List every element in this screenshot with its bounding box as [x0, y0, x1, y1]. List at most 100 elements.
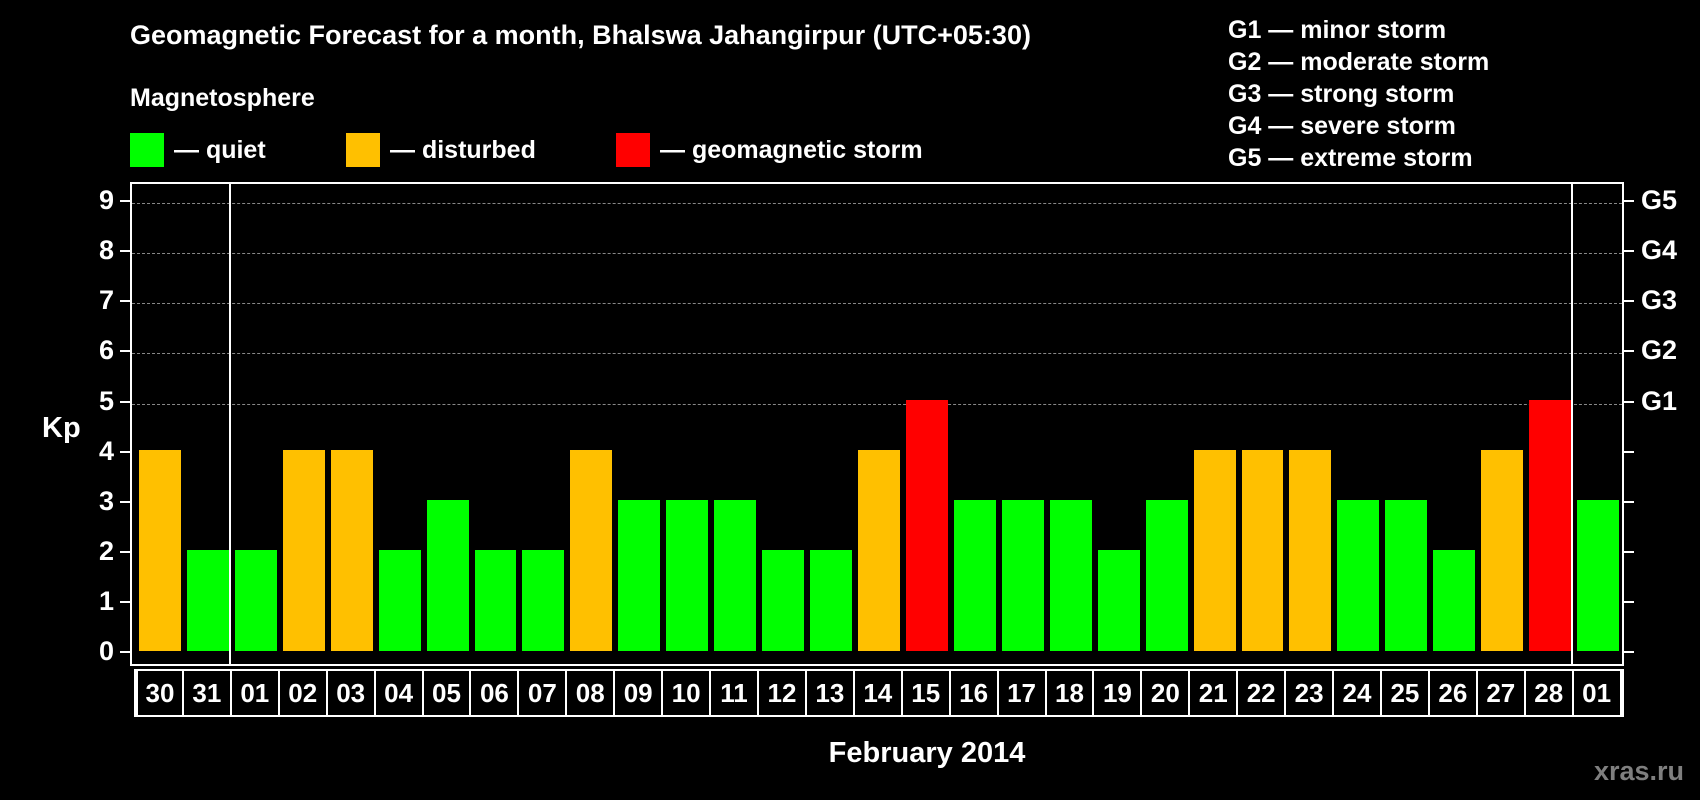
y-tick-label: 7: [98, 285, 114, 316]
grid-line: [132, 403, 1622, 405]
kp-bar-21: [1097, 549, 1140, 651]
kp-bar-22: [1145, 499, 1188, 651]
legend-quiet: — quiet: [130, 133, 266, 167]
x-day-label: 24: [1334, 669, 1382, 715]
y-tick: [120, 250, 130, 253]
x-axis-day-labels: 30 31 01 02 03 04 05 06 07 08 09 10 11 12 13 14 15 16 17 18…: [134, 669, 1624, 717]
right-tick: [1624, 400, 1634, 403]
x-day-label: 10: [663, 669, 712, 715]
x-day-label: 19: [1094, 669, 1143, 715]
y-tick: [120, 550, 130, 553]
kp-bar-31: [1577, 499, 1619, 651]
kp-bar-19: [1001, 499, 1044, 651]
y-tick: [120, 651, 130, 653]
x-day-label: 12: [758, 669, 807, 715]
x-day-label: 26: [1429, 669, 1478, 715]
g-scale-legend: G1 — minor storm G2 — moderate storm G3 …: [1228, 14, 1489, 174]
right-tick: [1624, 200, 1634, 203]
kp-bar-20: [1049, 499, 1092, 651]
kp-bar-18: [953, 499, 996, 651]
x-day-label: 23: [1286, 669, 1335, 715]
x-day-label: 14: [854, 669, 903, 715]
x-day-label: 03: [327, 669, 376, 715]
x-day-label: 01: [231, 669, 280, 715]
month-separator: [1571, 184, 1574, 664]
g-scale-item: G2 — moderate storm: [1228, 48, 1490, 76]
y-axis-title: Kp: [42, 412, 81, 444]
legend-label: — geomagnetic storm: [660, 135, 923, 164]
kp-bar-16: [858, 449, 900, 651]
right-tick: [1624, 550, 1634, 553]
legend-label: — disturbed: [390, 135, 536, 164]
y-tick-label: 9: [98, 185, 114, 216]
kp-bar-25: [1289, 449, 1332, 651]
x-day-label: 08: [567, 669, 616, 715]
y-tick: [120, 200, 130, 203]
x-day-label: 05: [423, 669, 472, 715]
kp-bar-14: [762, 549, 805, 651]
right-tick: [1624, 300, 1634, 303]
kp-bar-28: [1433, 549, 1476, 651]
right-tick: [1624, 250, 1634, 253]
right-tick: [1624, 600, 1634, 603]
y-tick-label: 1: [98, 585, 114, 616]
y-tick-label: 3: [98, 485, 114, 516]
kp-bar-7: [426, 499, 469, 651]
kp-bar-24: [1241, 449, 1284, 651]
right-tick: [1624, 651, 1634, 653]
x-day-label: 20: [1142, 669, 1191, 715]
legend-swatch-quiet: [130, 133, 164, 167]
x-day-label: 02: [279, 669, 328, 715]
x-day-label: 01: [1573, 669, 1622, 715]
grid-line: [132, 203, 1622, 205]
kp-bar-23: [1193, 449, 1236, 651]
right-tick: [1624, 500, 1634, 503]
y-tick-label: 4: [98, 435, 114, 466]
y-tick: [120, 450, 130, 453]
x-day-label: 09: [615, 669, 664, 715]
kp-bar-15: [810, 549, 853, 651]
y-tick-label: 6: [98, 335, 114, 366]
x-day-label: 16: [950, 669, 999, 715]
kp-bar-17: [905, 399, 948, 651]
chart-subtitle: Magnetosphere: [130, 84, 315, 112]
y-tick: [120, 400, 130, 403]
x-day-label: 22: [1238, 669, 1287, 715]
legend-label: — quiet: [174, 135, 266, 164]
y-tick: [120, 600, 130, 603]
x-day-label: 15: [902, 669, 951, 715]
kp-bar-4: [282, 449, 325, 651]
y-tick-label: 5: [98, 385, 114, 416]
grid-line: [132, 303, 1622, 305]
chart-title: Geomagnetic Forecast for a month, Bhalsw…: [130, 20, 1031, 50]
kp-bar-27: [1385, 499, 1428, 651]
x-day-label: 11: [711, 669, 759, 715]
kp-bar-9: [522, 549, 565, 651]
watermark: xras.ru: [1593, 756, 1684, 786]
x-day-label: 21: [1190, 669, 1239, 715]
g-level-label: G2: [1641, 335, 1678, 366]
g-scale-item: G4 — severe storm: [1228, 112, 1456, 140]
kp-bar-5: [330, 449, 373, 651]
g-level-label: G3: [1641, 285, 1678, 316]
plot-area: [130, 182, 1624, 666]
legend-swatch-disturbed: [346, 133, 380, 167]
y-tick-label: 2: [98, 535, 114, 566]
x-day-label: 06: [471, 669, 520, 715]
x-day-label: 18: [1046, 669, 1095, 715]
kp-bar-13: [714, 499, 757, 651]
g-scale-item: G1 — minor storm: [1228, 16, 1447, 44]
grid-line: [132, 253, 1622, 255]
kp-bar-6: [378, 549, 421, 651]
kp-bar-1: [139, 449, 181, 651]
kp-bar-29: [1481, 449, 1524, 651]
y-tick-label: 8: [98, 235, 114, 266]
x-axis-title: February 2014: [828, 737, 1026, 769]
kp-bar-11: [618, 499, 661, 651]
x-day-label: 17: [998, 669, 1047, 715]
x-day-label: 30: [136, 669, 184, 715]
g-scale-item: G3 — strong storm: [1228, 80, 1455, 108]
y-tick: [120, 500, 130, 503]
kp-bar-12: [666, 499, 709, 651]
x-day-label: 04: [375, 669, 424, 715]
